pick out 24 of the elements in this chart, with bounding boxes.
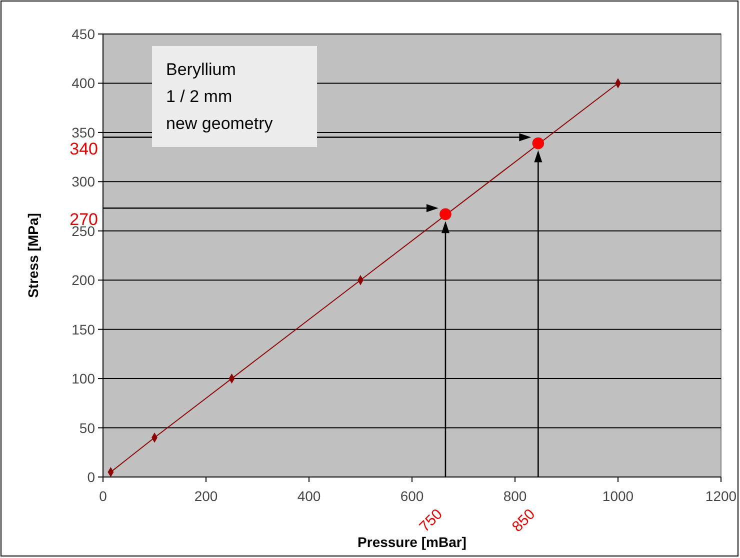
y-axis-title: Stress [MPa]	[25, 213, 41, 298]
text: 750	[416, 506, 446, 536]
y-tick-label: 450	[72, 26, 96, 42]
point	[532, 137, 544, 150]
x-tick-label: 1200	[705, 488, 737, 504]
y-tick-label: 0	[87, 469, 96, 485]
y-tick-label: 200	[72, 272, 96, 288]
x-tick-label: 200	[194, 488, 218, 504]
y-tick-label: 50	[79, 420, 96, 436]
y-tick-label: 150	[72, 321, 96, 338]
point	[440, 208, 452, 220]
y-tick-label: 100	[72, 370, 96, 387]
x-tick-label: 400	[297, 488, 321, 504]
annotation: Beryllium 1 / 2 mm new geometry	[166, 60, 274, 133]
text: 340	[70, 139, 98, 158]
y-tick-label: 350	[72, 124, 96, 140]
x-tick-label: 1000	[602, 488, 634, 504]
x-tick-label: 600	[400, 488, 424, 504]
y-tick-label: 400	[72, 75, 96, 92]
x-tick-label: 0	[99, 488, 108, 504]
y-tick-label: 300	[72, 174, 96, 190]
text: 850	[508, 506, 539, 536]
x-axis-title: Pressure [mBar]	[358, 534, 466, 550]
x-tick-label: 800	[503, 488, 527, 504]
